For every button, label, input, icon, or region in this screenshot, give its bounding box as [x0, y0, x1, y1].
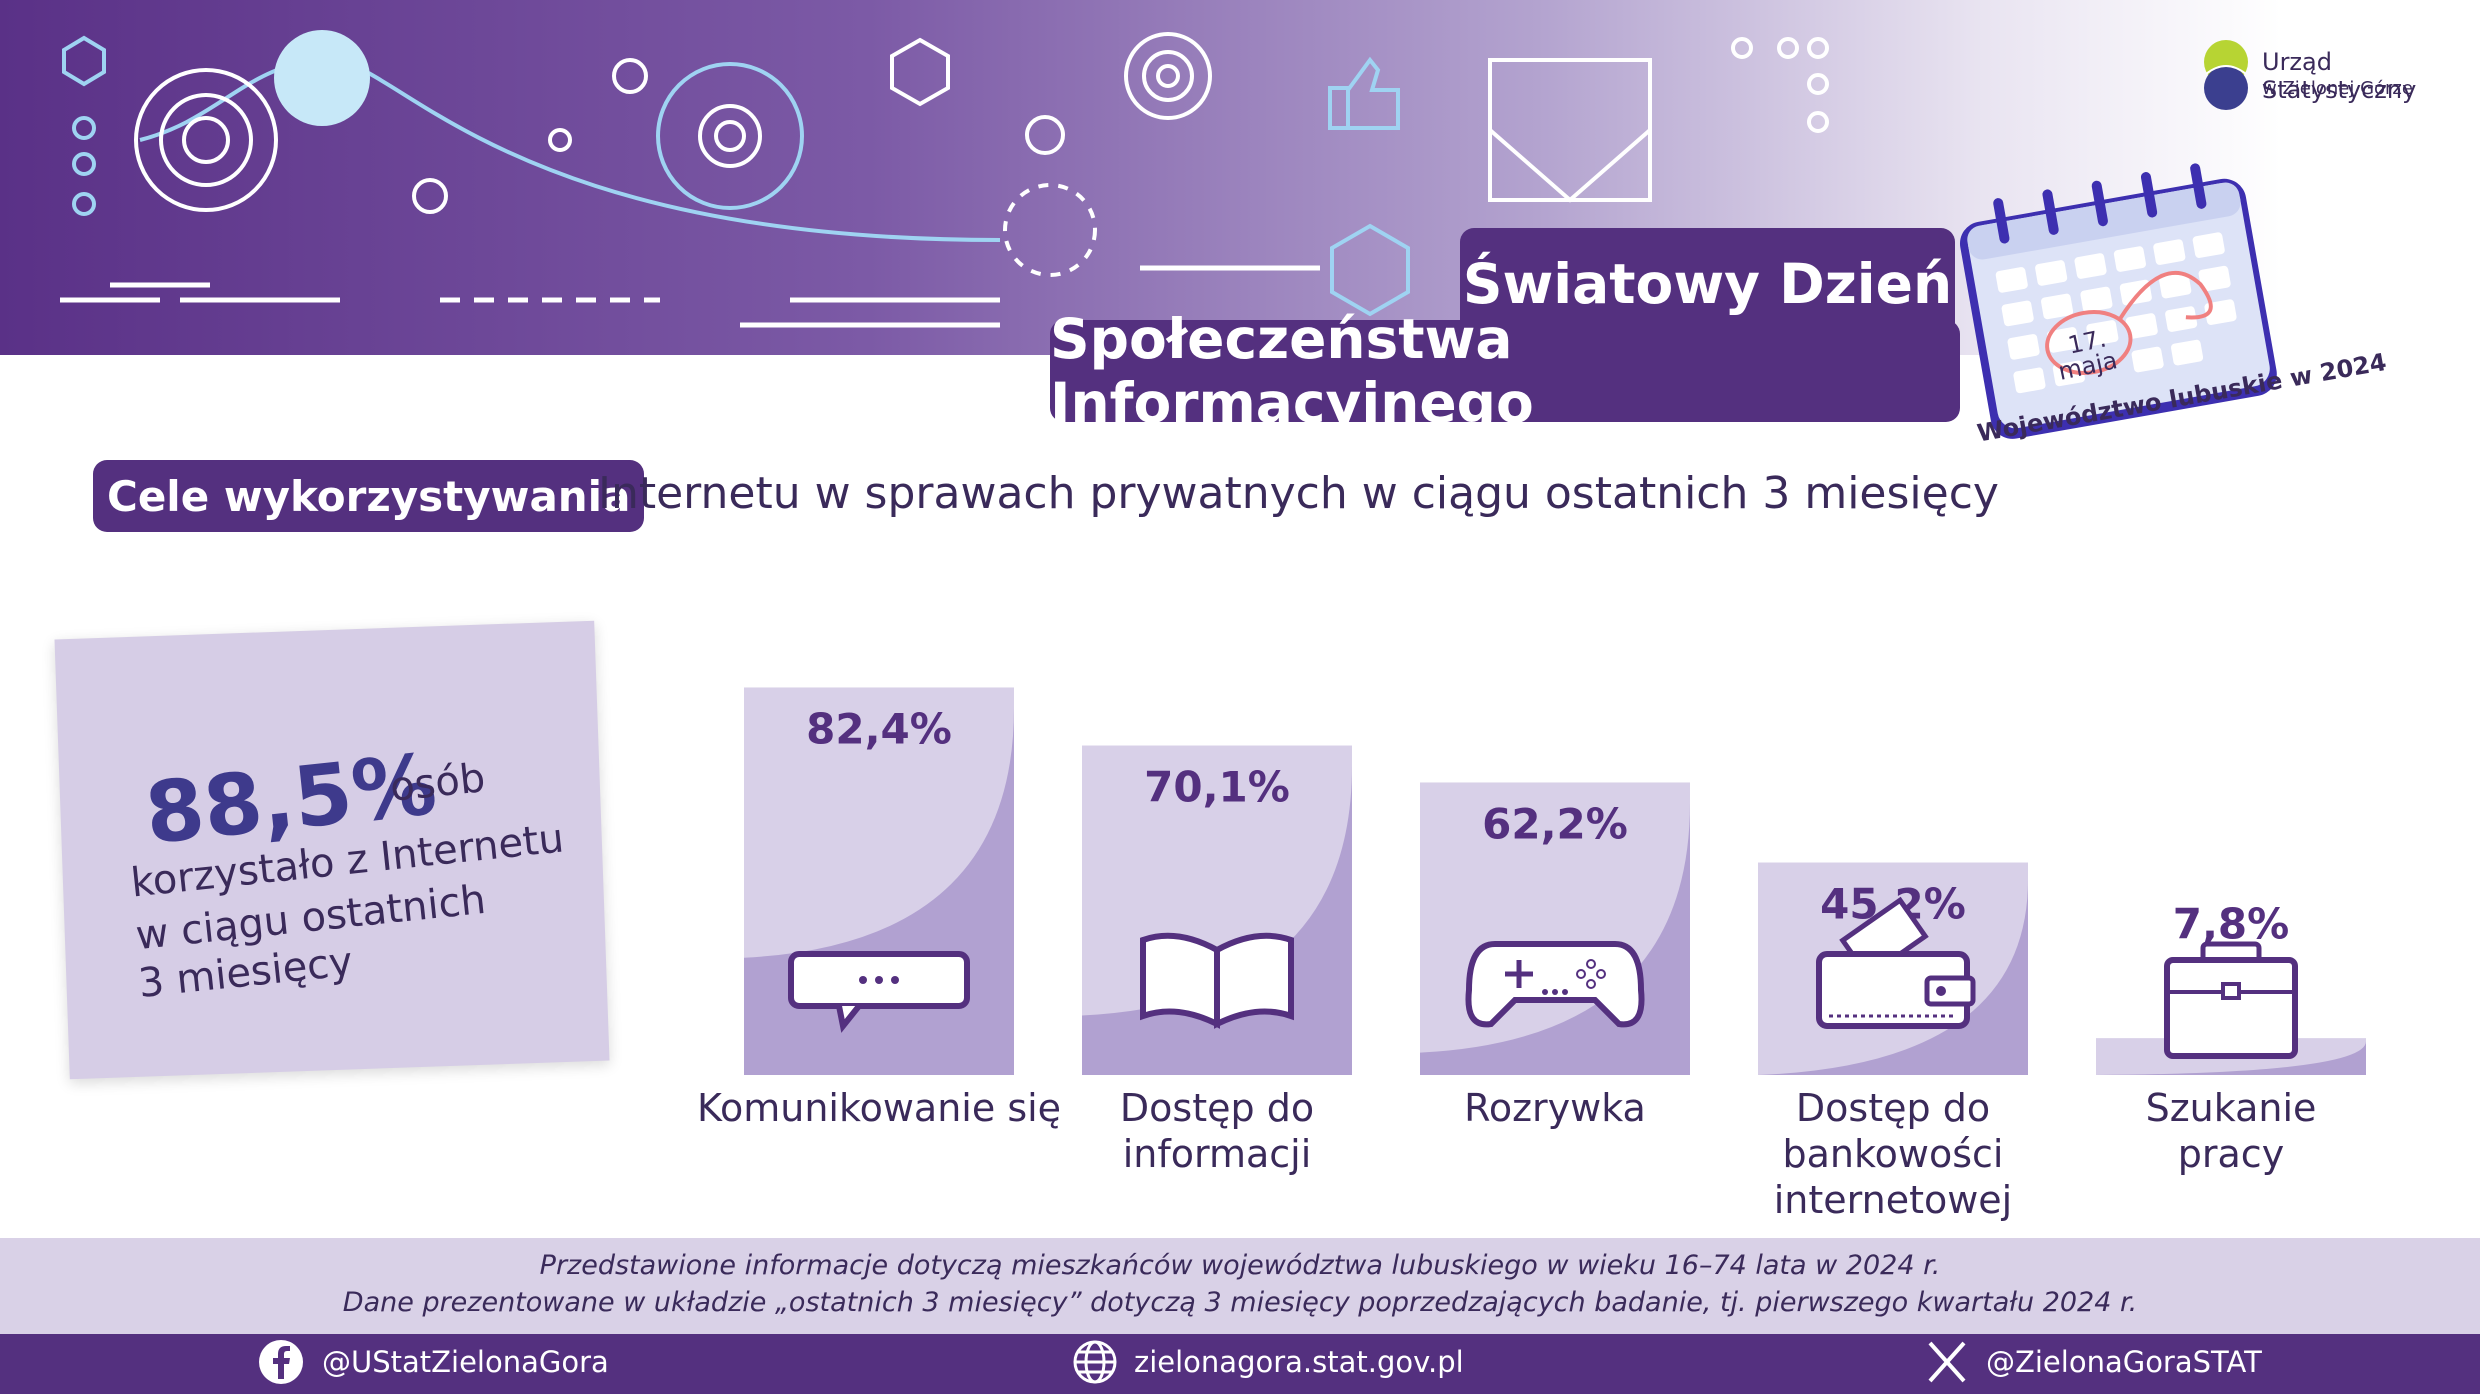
category-label-line: internetowej — [1773, 1178, 2013, 1222]
category-label-line: informacji — [1122, 1132, 1312, 1176]
bar-highlight — [744, 687, 1014, 958]
bar-chart: 82,4%70,1%62,2%45,2%7,8% — [744, 687, 2366, 1075]
category-label-line: Dostęp do — [1795, 1086, 1991, 1130]
category-label-line: Komunikowanie się — [696, 1086, 1062, 1130]
wallet-icon — [1816, 896, 1976, 1029]
bar-group — [744, 687, 1014, 1075]
category-label: Dostęp do informacji — [1027, 1085, 1407, 1177]
category-label-line: Rozrywka — [1464, 1086, 1646, 1130]
logo-subtext: w Zielonej Górze — [2262, 78, 2413, 99]
subtitle-badge: Cele wykorzystywania — [93, 460, 645, 532]
x-twitter-icon[interactable] — [1924, 1339, 1970, 1385]
logo-icon — [2204, 40, 2248, 110]
open-book-icon — [1140, 932, 1294, 1029]
briefcase-icon — [2164, 941, 2298, 1059]
thumbs-up-icon — [1328, 56, 1400, 130]
page-title-line2: Społeczeństwa Informacyjnego — [1050, 307, 1960, 435]
bar-value-label: 62,2% — [1482, 800, 1628, 849]
category-label: Dostęp do bankowości internetowej — [1703, 1085, 2083, 1223]
gamepad-icon — [1465, 941, 1645, 1028]
notes-band — [0, 1238, 2480, 1334]
calendar-icon — [1959, 163, 2277, 439]
category-labels: Komunikowanie się Dostęp do informacji Rozr… — [690, 1085, 2410, 1235]
twitter-link[interactable]: @ZielonaGoraSTAT — [1986, 1345, 2262, 1379]
website-link[interactable]: zielonagora.stat.gov.pl — [1134, 1345, 1464, 1379]
category-label-line: Dostęp do — [1119, 1086, 1315, 1130]
cube-icon — [62, 35, 106, 87]
globe-icon — [1073, 1340, 1117, 1384]
note-line: Dane prezentowane w układzie „ostatnich … — [342, 1287, 2138, 1318]
bar-value-label: 82,4% — [806, 705, 952, 754]
category-label-line: pracy — [2177, 1132, 2285, 1176]
gear-icon — [698, 104, 762, 168]
facebook-icon[interactable] — [258, 1339, 304, 1385]
bar-value-label: 70,1% — [1144, 763, 1290, 812]
subtitle-text: Internetu w sprawach prywatnych w ciągu … — [598, 468, 1999, 519]
chat-bubble-icon — [788, 951, 970, 1033]
category-label-line: Szukanie — [2145, 1086, 2317, 1130]
category-label: Rozrywka — [1365, 1085, 1745, 1131]
note-line: Przedstawione informacje dotyczą mieszka… — [539, 1250, 1941, 1281]
category-label: Komunikowanie się — [689, 1085, 1069, 1131]
category-label: Szukanie pracy — [2041, 1085, 2421, 1177]
bar-group — [1420, 782, 1690, 1075]
decorative-illustration — [60, 30, 1829, 328]
bar-value-label: 7,8% — [2173, 899, 2289, 948]
category-label-line: bankowości — [1782, 1132, 2004, 1176]
facebook-link[interactable]: @UStatZielonaGora — [322, 1345, 609, 1379]
footer-bar — [0, 1334, 2480, 1394]
logo-text: Urząd Statystyczny — [2262, 48, 2417, 104]
cube-bubble-icon — [274, 30, 370, 126]
